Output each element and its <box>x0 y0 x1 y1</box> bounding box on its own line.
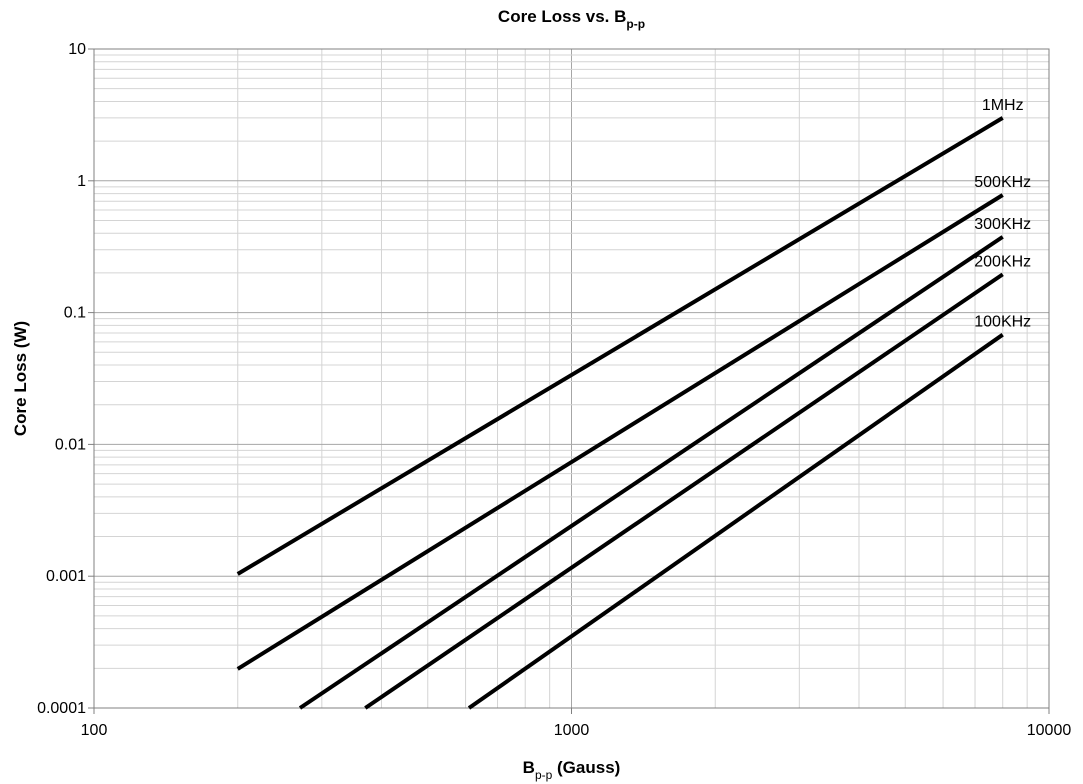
series-label-300khz: 300KHz <box>974 216 1031 233</box>
y-tick-label: 10 <box>68 41 86 58</box>
y-tick-label: 0.01 <box>55 436 86 453</box>
grid <box>93 49 1049 709</box>
x-axis-title-subscript: p-p <box>535 768 553 782</box>
series-line-500khz <box>236 193 1004 671</box>
y-axis-title: Core Loss (W) <box>11 321 30 436</box>
x-axis-title: Bp-p (Gauss) <box>523 758 621 782</box>
chart-title-subscript: p-p <box>626 17 645 31</box>
series-line-1mhz <box>236 116 1004 576</box>
x-tick-label: 100 <box>81 722 108 739</box>
series-line-100khz <box>467 333 1004 710</box>
tick-labels: 10 1 0.1 0.01 0.001 0.0001 100 1000 10000 <box>37 41 1071 739</box>
series-label-100khz: 100KHz <box>974 314 1031 331</box>
series-line-300khz <box>298 235 1004 710</box>
series-label-500khz: 500KHz <box>974 174 1031 191</box>
x-tick-label: 10000 <box>1027 722 1072 739</box>
y-tick-label: 0.0001 <box>37 700 86 717</box>
chart-title-main: Core Loss vs. B <box>498 7 627 26</box>
y-tick-label: 1 <box>77 173 86 190</box>
y-tick-label: 0.001 <box>46 568 86 585</box>
x-axis-title-suffix: (Gauss) <box>552 758 620 777</box>
series-label-200khz: 200KHz <box>974 253 1031 270</box>
x-tick-label: 1000 <box>554 722 590 739</box>
series-lines <box>236 116 1004 710</box>
series-line-200khz <box>364 272 1004 710</box>
chart-title: Core Loss vs. Bp-p <box>498 7 645 31</box>
x-axis-title-main: B <box>523 758 535 777</box>
y-tick-label: 0.1 <box>64 305 86 322</box>
series-label-1mhz: 1MHz <box>982 97 1024 114</box>
series-labels: 1MHz 500KHz 300KHz 200KHz 100KHz <box>974 97 1031 331</box>
